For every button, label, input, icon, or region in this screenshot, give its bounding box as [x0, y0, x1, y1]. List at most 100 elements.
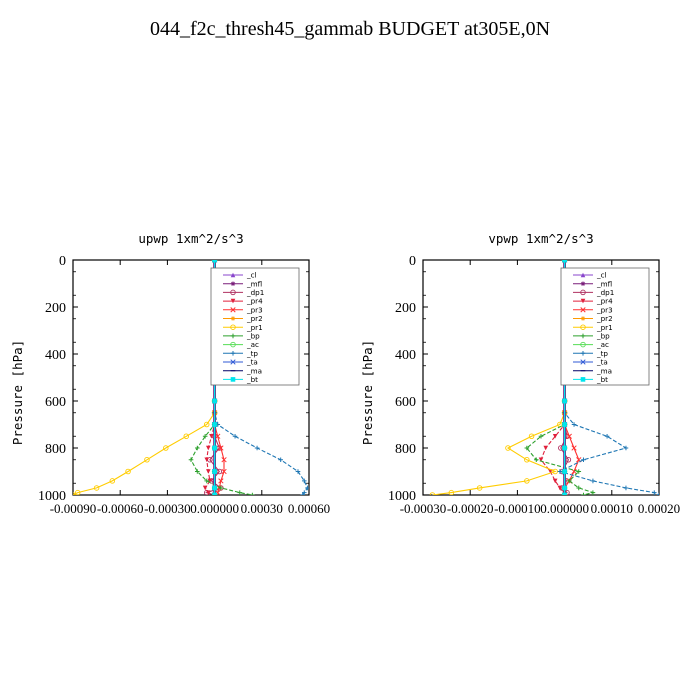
chart2-legend-marker — [580, 281, 586, 286]
chart1-legend-label: _ma — [246, 366, 262, 375]
chart1-series-pr4-point — [206, 490, 211, 495]
chart1-series-bt-point — [212, 485, 217, 491]
chart2-series-bp-point — [576, 469, 582, 474]
chart2-series-bt-point — [562, 445, 567, 451]
chart2-series-bp-point — [538, 433, 544, 439]
chart1-legend-marker — [230, 359, 236, 365]
chart1-xtick-label: -0.00030 — [144, 501, 191, 516]
chart2-xtick-label: -0.00010 — [494, 501, 541, 516]
chart2-legend-marker — [580, 298, 586, 304]
chart2-series-bt-point — [562, 469, 567, 474]
chart2-ytick-label: 600 — [395, 395, 416, 410]
chart2-legend-label: _bt — [596, 375, 608, 384]
chart2-series-tp-point — [604, 433, 610, 439]
chart1-legend-marker — [230, 316, 236, 321]
chart2-series-bt-point — [562, 422, 567, 427]
chart1-series-pr3-point — [218, 445, 224, 451]
chart1-series-pr1-point — [203, 421, 210, 428]
chart2-series-pr3-point — [571, 468, 577, 475]
chart1-series-bp-point — [218, 485, 224, 491]
chart2-series-pr4-point — [552, 478, 558, 484]
chart1-series-bt-point — [212, 422, 217, 427]
chart1-panel: upwp 1xm^2/s^3 Pressure [hPa] 0 200 400 600 80… — [10, 231, 330, 516]
chart2-legend-marker — [580, 333, 586, 339]
chart1-series-pr4-point — [209, 433, 214, 439]
chart2-series-pr3-point — [566, 433, 572, 439]
chart2-xtick-label: -0.00030 — [400, 501, 447, 516]
chart2-ytick-label: 0 — [409, 254, 416, 269]
chart1-legend-label: _pr3 — [246, 305, 263, 314]
chart2-series-pr4-point — [543, 445, 549, 451]
chart2-series-pr1-point — [552, 468, 558, 475]
chart1-title: upwp 1xm^2/s^3 — [138, 231, 243, 246]
chart1-series-pr4-point — [202, 485, 208, 491]
chart2-series-bt-point — [562, 260, 567, 263]
chart1-series-tp-point — [295, 469, 301, 474]
chart2-legend-label: _pr1 — [596, 323, 613, 332]
chart2-series-pr3-point — [571, 445, 577, 451]
chart2-legend-label: _bp — [596, 332, 610, 341]
chart1-series-pr3-point — [215, 433, 221, 439]
chart1-legend-marker — [230, 377, 236, 382]
chart1-series-pr1-point — [74, 489, 81, 495]
chart1-ytick-label: 1000 — [38, 489, 66, 504]
chart1-ytick-label: 600 — [45, 395, 66, 410]
chart1-ytick-label: 400 — [45, 348, 66, 363]
chart2-legend-label: _pr3 — [596, 305, 613, 314]
chart1-series-bt-point — [212, 445, 217, 451]
chart1-legend-label: _bt — [246, 375, 258, 384]
chart2-ytick-label: 400 — [395, 348, 416, 363]
chart1-series-pr1-point — [93, 485, 100, 491]
chart1-series-pr3-point — [221, 468, 227, 475]
chart1-series-pr1-point — [144, 457, 150, 463]
chart1-legend-marker — [230, 281, 236, 286]
chart1-series-pr4-point — [206, 469, 211, 474]
chart1-legend-label: _bp — [246, 332, 260, 341]
chart1-legend-label: _cl — [246, 271, 257, 280]
chart1-legend-marker — [230, 289, 236, 296]
chart2-series-bt-point — [562, 492, 567, 495]
chart1-legend-label: _mfl — [246, 279, 262, 288]
chart1-series-pr1-point — [125, 468, 131, 475]
chart1-series-tp-point — [301, 478, 307, 484]
chart2-legend-label: _dp1 — [596, 288, 614, 297]
chart2-legend-label: _ac — [596, 340, 609, 349]
chart2-series-tp-point — [590, 478, 596, 484]
chart1-xtick-label: -0.00060 — [97, 501, 144, 516]
chart2-series-bt-point — [562, 398, 567, 404]
chart2-xtick-label: 0.000000 — [540, 501, 589, 516]
chart2-series-bt-point — [562, 485, 567, 491]
chart1-series-pr4-point — [204, 457, 210, 463]
chart1-series-tp-point — [278, 457, 283, 463]
chart1-series-pr4-point — [206, 445, 211, 451]
chart2-legend-marker — [580, 351, 586, 356]
chart1-series-bt-point — [212, 469, 217, 474]
chart2-legend-label: _tp — [596, 349, 608, 358]
chart2-series-tp-point — [656, 492, 659, 495]
chart1-series-tp-point — [301, 490, 307, 495]
chart1-ytick-label: 800 — [45, 442, 66, 457]
chart2-series-bp-point — [524, 445, 530, 451]
chart2-legend-box — [560, 267, 650, 386]
chart2-series-dp1-point — [565, 457, 572, 463]
chart2-series-bp-point — [567, 478, 572, 484]
chart2-series-bp-point — [581, 492, 586, 495]
chart2-xtick-label: -0.00020 — [447, 501, 494, 516]
chart2-series-bp-point — [590, 490, 596, 495]
chart1-series-tp-point — [300, 492, 306, 495]
chart2-series-pr1-line — [432, 260, 566, 495]
chart2-series-tp-point — [557, 469, 563, 474]
chart1-series-bp-point — [250, 492, 255, 495]
chart2-legend-marker — [580, 316, 586, 321]
chart1-xtick-label: 0.000000 — [190, 501, 239, 516]
chart1-legend-label: _ta — [246, 358, 258, 367]
chart1-series-pr1-point — [109, 478, 116, 484]
chart2-series-tp-point — [571, 422, 577, 427]
chart2-legend-marker — [580, 272, 586, 278]
chart1-xtick-label: 0.00030 — [241, 501, 283, 516]
chart1-series-bp-point — [194, 469, 200, 474]
chart2-series-bp-point — [533, 457, 539, 463]
chart1-legend-marker — [230, 333, 236, 339]
chart1-series-bp-point — [202, 433, 208, 439]
